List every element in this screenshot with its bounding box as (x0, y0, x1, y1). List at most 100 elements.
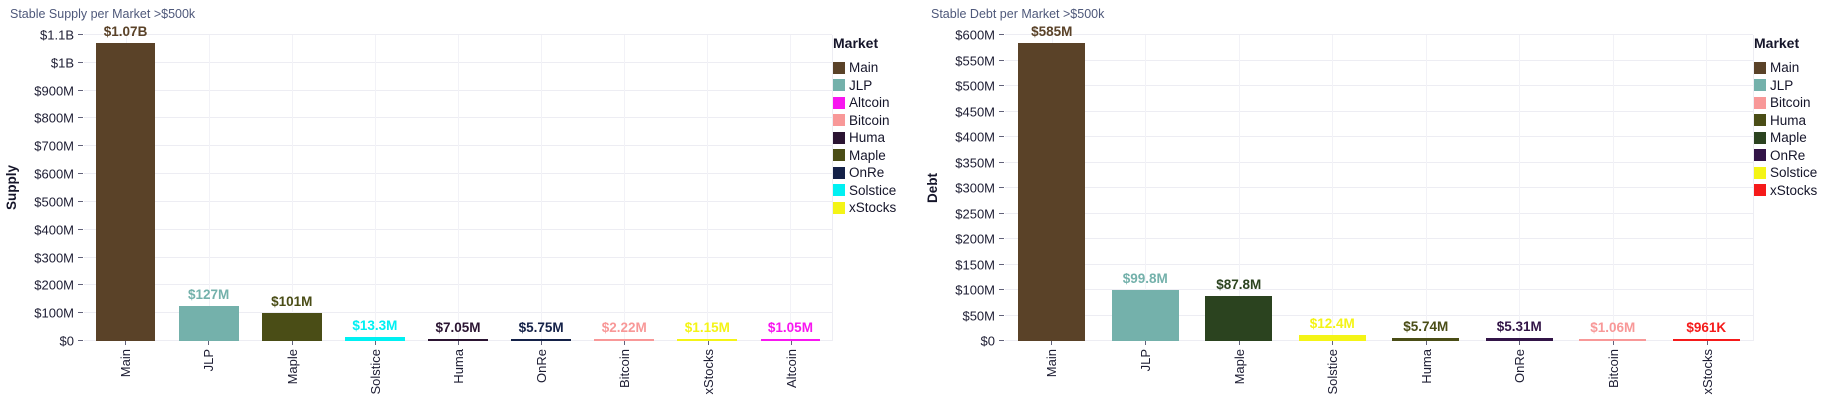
legend-item-onre[interactable]: OnRe (833, 164, 921, 182)
y-tick-label: $100M (955, 282, 995, 298)
legend-swatch (1754, 114, 1766, 127)
bar-jlp[interactable] (178, 305, 239, 341)
x-tick-label: Altcoin (783, 349, 799, 389)
bar-solstice[interactable] (344, 337, 405, 341)
legend-item-bitcoin[interactable]: Bitcoin (1754, 94, 1842, 112)
x-tick-jlp: JLP (1099, 341, 1193, 395)
legend-label: JLP (1770, 77, 1794, 93)
legend-item-altcoin[interactable]: Altcoin (833, 94, 921, 112)
x-tick-huma: Huma (417, 341, 500, 395)
h-gridline (1005, 263, 1753, 265)
bar-maple[interactable] (261, 312, 322, 341)
x-tick-mark (374, 341, 376, 345)
bar-slot-onre: $5.31M (1473, 35, 1567, 341)
legend-swatch (1754, 61, 1766, 74)
x-tick-mark (1238, 341, 1240, 345)
y-tick-mark (999, 161, 1004, 163)
legend-item-bitcoin[interactable]: Bitcoin (833, 112, 921, 130)
legend-item-xstocks[interactable]: xStocks (833, 199, 921, 217)
bar-maple[interactable] (1205, 296, 1273, 341)
legend-item-jlp[interactable]: JLP (1754, 77, 1842, 95)
bar-onre[interactable] (1485, 338, 1553, 341)
x-tick-mark (1706, 341, 1708, 345)
legend-label: Bitcoin (1770, 95, 1811, 111)
bar-value-label: $961K (1686, 320, 1727, 335)
bar-xstocks[interactable] (677, 339, 738, 341)
legend-item-maple[interactable]: Maple (833, 147, 921, 165)
bar-xstocks[interactable] (1672, 339, 1740, 341)
v-gridline (707, 35, 709, 341)
v-gridline (1425, 35, 1427, 341)
legend-item-huma[interactable]: Huma (833, 129, 921, 147)
bar-altcoin[interactable] (760, 339, 821, 341)
y-tick-mark (999, 340, 1004, 341)
x-tick-huma: Huma (1380, 341, 1474, 395)
bar-bitcoin[interactable] (1579, 339, 1647, 341)
y-tick-mark (78, 284, 83, 286)
y-axis: $0 $100M $200M $300M $400M $500M $600M $700M $80… (22, 29, 84, 348)
y-tick-label: $300M (34, 250, 74, 266)
y-tick-label: $0 (59, 333, 74, 349)
legend-item-main[interactable]: Main (1754, 59, 1842, 77)
y-tick-mark (999, 314, 1004, 316)
x-labels: Main JLP Maple Solstice Huma OnRe Bitcoin xStoc… (84, 341, 833, 395)
bar-onre[interactable] (511, 339, 571, 341)
legend-swatch (833, 184, 845, 197)
x-tick-altcoin: Altcoin (750, 341, 833, 395)
x-tick-label: Huma (1418, 349, 1434, 384)
x-tick-xstocks: xStocks (667, 341, 750, 395)
y-tick-label: $0 (980, 333, 995, 349)
y-tick-label: $250M (955, 206, 995, 221)
plot-area: $585M $99.8M $87.8M $12.4M $5.74M $5.31M $1.06… (1005, 24, 1754, 341)
bar-bitcoin[interactable] (594, 339, 655, 341)
y-tick-label: $500M (955, 78, 995, 94)
x-tick-label: Solstice (1325, 349, 1341, 395)
x-tick-label: Main (118, 349, 134, 378)
bar-value-label: $127M (188, 286, 230, 302)
y-tick-label: $600M (955, 27, 995, 43)
x-tick-mark (790, 341, 792, 345)
h-gridline (1005, 136, 1753, 137)
debt-chart: Stable Debt per Market >$500k Debt $0 $50… (921, 0, 1842, 395)
x-tick-label: JLP (201, 349, 217, 372)
legend-label: Maple (849, 147, 886, 163)
legend-item-solstice[interactable]: Solstice (1754, 164, 1842, 182)
bar-main[interactable] (95, 43, 156, 341)
bar-slot-huma: $7.05M (416, 35, 499, 341)
legend-swatch (1754, 96, 1766, 109)
legend-item-maple[interactable]: Maple (1754, 129, 1842, 147)
legend-item-onre[interactable]: OnRe (1754, 147, 1842, 165)
y-tick-mark (78, 200, 83, 202)
y-axis-title-column: Debt (921, 35, 943, 341)
x-tick-bitcoin: Bitcoin (583, 341, 666, 395)
bar-huma[interactable] (428, 339, 488, 341)
y-tick-mark (78, 61, 83, 63)
legend-label: Solstice (849, 182, 897, 198)
x-tick-label: Maple (284, 349, 300, 385)
legend-item-solstice[interactable]: Solstice (833, 182, 921, 200)
bar-slot-xstocks: $961K (1660, 35, 1754, 341)
y-tick-mark (999, 289, 1004, 290)
legend-swatch (1754, 79, 1766, 92)
x-tick-label: Bitcoin (617, 349, 633, 389)
bar-main[interactable] (1018, 42, 1086, 341)
legend-item-jlp[interactable]: JLP (833, 77, 921, 95)
bar-jlp[interactable] (1111, 290, 1179, 341)
legend-item-main[interactable]: Main (833, 59, 921, 77)
legend-item-huma[interactable]: Huma (1754, 112, 1842, 130)
x-tick-maple: Maple (1192, 341, 1286, 395)
y-tick-mark (78, 340, 83, 341)
bar-slot-maple: $87.8M (1192, 35, 1286, 341)
legend-swatch (1754, 166, 1766, 179)
supply-chart: Stable Supply per Market >$500k Supply $… (0, 0, 921, 395)
y-tick-mark (999, 136, 1004, 137)
legend-item-xstocks[interactable]: xStocks (1754, 182, 1842, 200)
legend-label: Altcoin (849, 95, 890, 111)
legend-label: Huma (1770, 112, 1807, 128)
y-tick-label: $700M (34, 138, 74, 154)
legend-label: JLP (849, 77, 873, 93)
bar-huma[interactable] (1392, 338, 1460, 341)
bar-solstice[interactable] (1298, 334, 1366, 341)
v-gridline (208, 35, 210, 341)
x-tick-mark (707, 341, 709, 345)
